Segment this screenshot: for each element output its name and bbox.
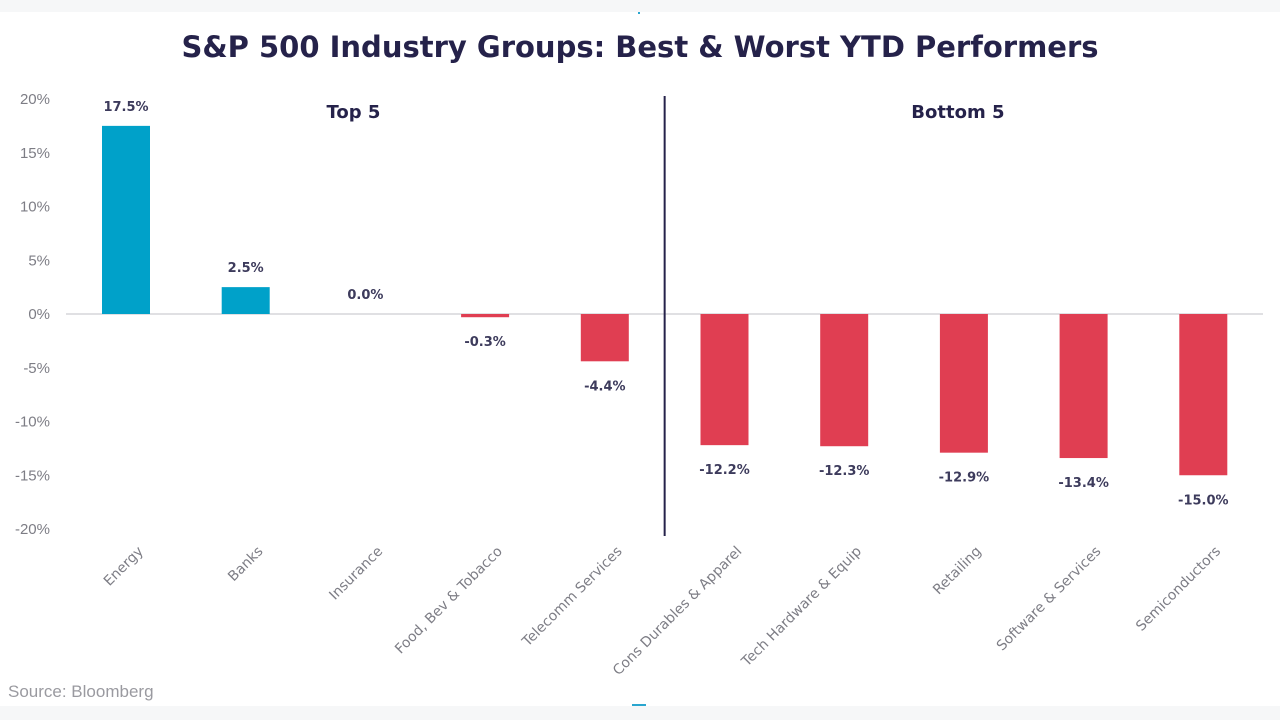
- x-category-label: Banks: [225, 544, 266, 585]
- data-label: -4.4%: [584, 379, 625, 394]
- x-category-label: Food, Bev & Tobacco: [392, 544, 506, 658]
- bar-banks: [221, 287, 270, 314]
- x-category-label: Tech Hardware & Equip: [738, 543, 865, 670]
- bar-retailing: [939, 314, 988, 453]
- x-category-label: Telecomm Services: [519, 544, 626, 651]
- data-label: -12.2%: [699, 463, 750, 478]
- data-label: -0.3%: [464, 335, 505, 350]
- group-label-top: Top 5: [326, 102, 380, 123]
- data-label: -13.4%: [1058, 476, 1109, 491]
- bars: [102, 125, 1228, 476]
- x-category-label: Insurance: [326, 544, 386, 604]
- y-tick-label: -15%: [15, 467, 50, 484]
- chart-title: S&P 500 Industry Groups: Best & Worst YT…: [181, 30, 1099, 64]
- data-label: 0.0%: [347, 288, 383, 303]
- decorative-dash: [632, 704, 646, 706]
- data-label: 17.5%: [103, 100, 148, 115]
- bar-telecomm-services: [580, 314, 629, 362]
- source-note: Source: Bloomberg: [8, 682, 154, 701]
- x-category-label: Energy: [101, 544, 147, 590]
- bar-software-services: [1059, 314, 1108, 459]
- y-tick-label: 10%: [20, 199, 50, 216]
- top-band: [0, 0, 1280, 12]
- y-axis-ticks: 20% 15% 10% 5% 0% -5% -10% -15% -20%: [15, 91, 50, 538]
- y-tick-label: -10%: [15, 414, 50, 431]
- bar-tech-hardware-equip: [820, 314, 869, 447]
- y-tick-label: 5%: [28, 252, 50, 269]
- x-axis-categories: Energy Banks Insurance Food, Bev & Tobacco T…: [101, 543, 1224, 678]
- bottom-band: [0, 706, 1280, 720]
- bar-semiconductors: [1179, 314, 1228, 476]
- bar-cons-durables-apparel: [700, 314, 749, 446]
- y-tick-label: 20%: [20, 91, 50, 108]
- x-category-label: Software & Services: [994, 544, 1105, 655]
- data-label: -12.3%: [819, 464, 870, 479]
- x-category-label: Cons Durables & Apparel: [610, 544, 745, 679]
- y-tick-label: -5%: [23, 360, 50, 377]
- x-category-label: Retailing: [930, 544, 985, 599]
- y-tick-label: -20%: [15, 521, 50, 538]
- data-label: -15.0%: [1178, 493, 1229, 508]
- x-category-label: Semiconductors: [1133, 544, 1224, 635]
- y-tick-label: 15%: [20, 145, 50, 162]
- y-tick-label: 0%: [28, 306, 50, 323]
- data-labels: 17.5% 2.5% 0.0% -0.3% -4.4% -12.2% -12.3% -12.9…: [103, 100, 1228, 508]
- data-label: 2.5%: [228, 261, 264, 276]
- group-label-bottom: Bottom 5: [911, 102, 1004, 123]
- bar-energy: [102, 125, 150, 314]
- data-label: -12.9%: [939, 471, 990, 486]
- decorative-dot: [638, 12, 640, 14]
- bar-food-bev-tobacco: [461, 314, 510, 318]
